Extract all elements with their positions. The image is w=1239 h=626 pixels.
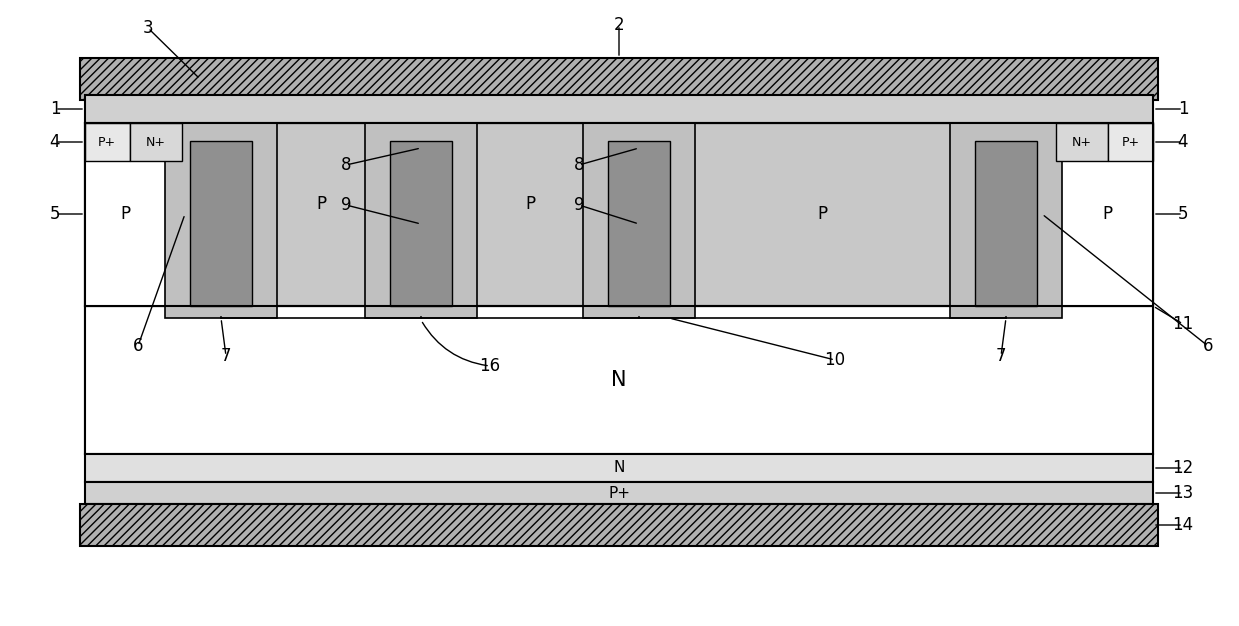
Text: 8: 8: [574, 156, 585, 174]
Text: 7: 7: [221, 347, 232, 365]
Bar: [1108, 123, 1154, 161]
Bar: [85, 454, 1154, 482]
Text: 4: 4: [1178, 133, 1188, 151]
Bar: [81, 58, 1158, 100]
Text: P: P: [525, 195, 535, 213]
Text: 12: 12: [1172, 459, 1193, 477]
Bar: [1056, 123, 1108, 161]
Text: N+: N+: [146, 135, 166, 148]
Bar: [85, 123, 1154, 306]
Bar: [950, 123, 1062, 318]
Bar: [190, 141, 252, 306]
Bar: [584, 123, 695, 318]
Text: N: N: [611, 370, 627, 390]
Bar: [390, 141, 452, 306]
Bar: [366, 123, 477, 318]
Text: 2: 2: [613, 16, 624, 34]
Text: P: P: [120, 205, 130, 223]
Text: 9: 9: [341, 196, 351, 214]
Text: 4: 4: [50, 133, 61, 151]
Text: P+: P+: [98, 135, 116, 148]
Bar: [85, 482, 1154, 504]
Text: 6: 6: [133, 337, 144, 355]
Text: 16: 16: [479, 357, 501, 375]
Text: P+: P+: [608, 486, 629, 501]
Bar: [608, 141, 670, 306]
Text: 10: 10: [824, 351, 845, 369]
Bar: [85, 306, 1154, 454]
Text: P+: P+: [1123, 135, 1140, 148]
Text: 1: 1: [50, 100, 61, 118]
Text: 1: 1: [1178, 100, 1188, 118]
Bar: [81, 504, 1158, 546]
Bar: [1062, 123, 1154, 306]
Bar: [85, 123, 130, 161]
Bar: [85, 123, 1154, 454]
Text: 3: 3: [142, 19, 154, 37]
Text: 11: 11: [1172, 315, 1193, 333]
Bar: [85, 123, 1154, 306]
Bar: [165, 123, 278, 318]
Text: 5: 5: [1178, 205, 1188, 223]
Bar: [85, 95, 1154, 123]
Bar: [975, 141, 1037, 306]
Bar: [85, 123, 165, 306]
Text: 6: 6: [1203, 337, 1213, 355]
Text: P: P: [817, 205, 828, 223]
Text: 7: 7: [996, 347, 1006, 365]
Text: N+: N+: [1072, 135, 1092, 148]
Text: P: P: [316, 195, 326, 213]
Text: N: N: [613, 461, 624, 476]
Text: 8: 8: [341, 156, 351, 174]
Text: P: P: [1101, 205, 1113, 223]
Text: 13: 13: [1172, 484, 1193, 502]
Text: 9: 9: [574, 196, 585, 214]
Bar: [130, 123, 182, 161]
Text: 14: 14: [1172, 516, 1193, 534]
Text: 5: 5: [50, 205, 61, 223]
